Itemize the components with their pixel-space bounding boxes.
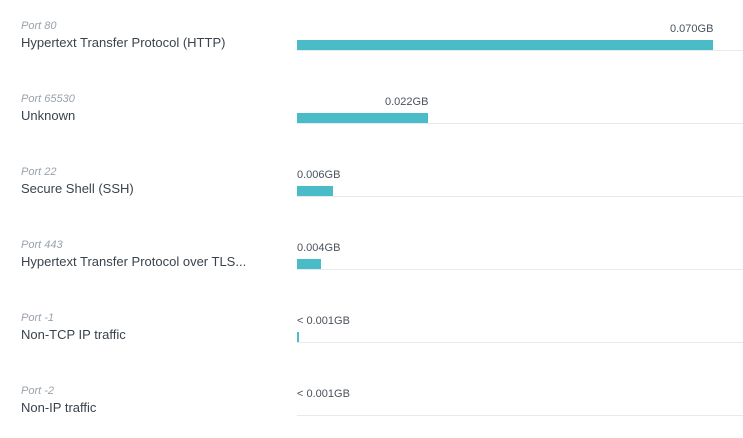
- port-row-minus-2[interactable]: Port -2 Non-IP traffic < 0.001GB: [0, 365, 743, 438]
- traffic-bar: [297, 259, 321, 269]
- port-row-65530[interactable]: Port 65530 Unknown 0.022GB: [0, 73, 743, 146]
- bar-baseline: [297, 269, 743, 270]
- traffic-value-label: 0.004GB: [297, 242, 341, 254]
- traffic-bar-track: [297, 405, 743, 416]
- port-number-label: Port 65530: [21, 93, 75, 105]
- port-row-22[interactable]: Port 22 Secure Shell (SSH) 0.006GB: [0, 146, 743, 219]
- port-number-label: Port 22: [21, 166, 57, 178]
- traffic-value-label: 0.070GB: [670, 23, 714, 35]
- traffic-value-label: < 0.001GB: [297, 388, 350, 400]
- protocol-name: Hypertext Transfer Protocol over TLS...: [21, 254, 247, 269]
- bar-baseline: [297, 123, 743, 124]
- bar-baseline: [297, 342, 743, 343]
- traffic-bar: [297, 186, 333, 196]
- protocol-name: Secure Shell (SSH): [21, 181, 134, 196]
- port-number-label: Port 443: [21, 239, 63, 251]
- traffic-bar-track: [297, 186, 743, 197]
- traffic-value-label: 0.006GB: [297, 169, 341, 181]
- port-number-label: Port 80: [21, 20, 57, 32]
- bar-baseline: [297, 50, 743, 51]
- protocol-name: Hypertext Transfer Protocol (HTTP): [21, 35, 226, 50]
- bar-baseline: [297, 415, 743, 416]
- protocol-name: Unknown: [21, 108, 76, 123]
- traffic-bar: [297, 40, 713, 50]
- traffic-bar-track: [297, 332, 743, 343]
- protocol-name: Non-TCP IP traffic: [21, 327, 126, 342]
- port-number-label: Port -1: [21, 312, 55, 324]
- port-row-minus-1[interactable]: Port -1 Non-TCP IP traffic < 0.001GB: [0, 292, 743, 365]
- port-row-80[interactable]: Port 80 Hypertext Transfer Protocol (HTT…: [0, 0, 743, 73]
- traffic-bar-track: [297, 40, 743, 51]
- bar-baseline: [297, 196, 743, 197]
- traffic-bar-track: [297, 259, 743, 270]
- traffic-bar-track: [297, 113, 743, 124]
- port-row-443[interactable]: Port 443 Hypertext Transfer Protocol ove…: [0, 219, 743, 292]
- traffic-bar: [297, 332, 299, 342]
- traffic-bar: [297, 113, 428, 123]
- port-number-label: Port -2: [21, 385, 55, 397]
- protocol-name: Non-IP traffic: [21, 400, 97, 415]
- traffic-value-label: < 0.001GB: [297, 315, 350, 327]
- traffic-value-label: 0.022GB: [385, 96, 429, 108]
